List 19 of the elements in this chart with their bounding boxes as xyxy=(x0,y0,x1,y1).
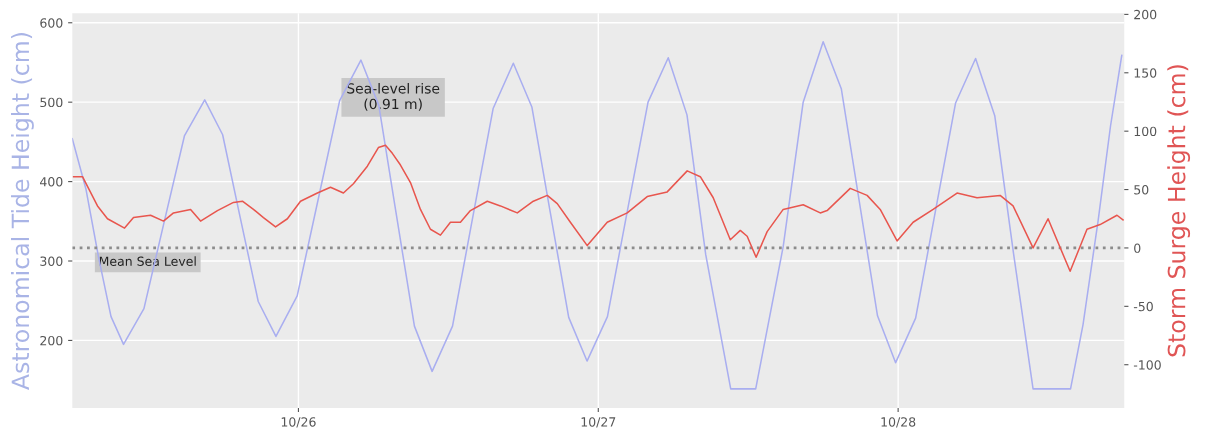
y-tick-label: 600 xyxy=(40,18,63,28)
x-tick-label: 10/26 xyxy=(281,417,316,428)
y-axis-title: Astronomical Tide Height (cm) xyxy=(11,33,34,390)
y-tick-label: 400 xyxy=(40,177,63,187)
ref-line-label: Mean Sea Level xyxy=(99,256,196,266)
annotation: Sea-level rise (0.91 m) xyxy=(347,82,440,111)
y-tick-label: 300 xyxy=(40,256,63,266)
y2-tick-label: 0 xyxy=(1134,243,1141,253)
y-tick-label: 500 xyxy=(40,97,63,108)
y2-tick-label: 100 xyxy=(1134,126,1157,137)
y2-tick-label: 150 xyxy=(1134,68,1157,78)
y2-axis-title: Storm Surge Height (cm) xyxy=(1167,65,1191,357)
y2-tick-label: -50 xyxy=(1133,301,1153,312)
y2-tick-label: 200 xyxy=(1134,9,1157,20)
y2-tick-label: -100 xyxy=(1133,360,1161,370)
x-tick-label: 10/27 xyxy=(581,417,616,428)
y-tick-label: 200 xyxy=(40,335,63,346)
x-tick-label: 10/28 xyxy=(881,417,916,428)
y2-tick-label: 50 xyxy=(1134,185,1149,195)
